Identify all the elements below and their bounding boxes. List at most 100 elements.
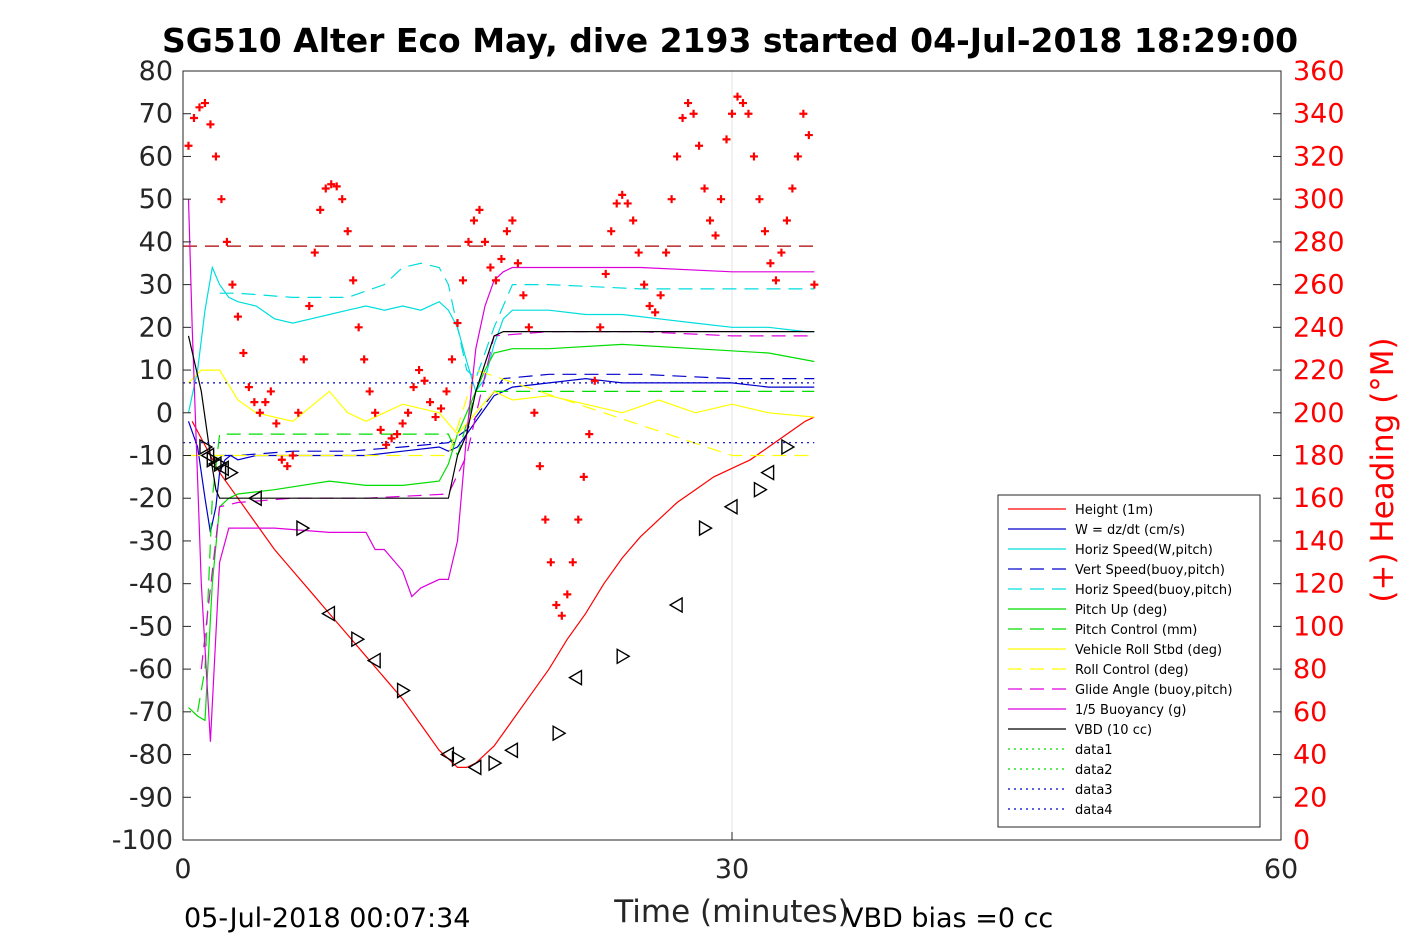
heading-point bbox=[535, 462, 544, 471]
dive-marker bbox=[552, 724, 567, 742]
heading-point bbox=[387, 434, 396, 443]
heading-point bbox=[711, 231, 720, 240]
heading-point bbox=[338, 195, 347, 204]
heading-point bbox=[393, 430, 402, 439]
dive-marker bbox=[698, 519, 713, 537]
series-line bbox=[200, 331, 815, 670]
heading-point bbox=[255, 408, 264, 417]
heading-point bbox=[233, 312, 242, 321]
heading-point bbox=[349, 276, 358, 285]
heading-point bbox=[239, 348, 248, 357]
heading-point bbox=[448, 355, 457, 364]
right-tick-label: 300 bbox=[1293, 184, 1345, 215]
dive-marker bbox=[467, 759, 482, 776]
left-tick-label: 70 bbox=[139, 99, 173, 130]
left-tick-label: -100 bbox=[112, 825, 173, 856]
dive-marker bbox=[723, 498, 738, 515]
dive-marker bbox=[247, 490, 262, 507]
right-axis-label: (+) Heading (°M) bbox=[1365, 337, 1401, 602]
left-tick-label: -20 bbox=[129, 483, 173, 514]
heading-point bbox=[404, 408, 413, 417]
heading-point bbox=[782, 216, 791, 225]
heading-point bbox=[612, 199, 621, 208]
legend-entry: data4 bbox=[1075, 803, 1113, 818]
heading-point bbox=[574, 515, 583, 524]
legend-entry: 1/5 Buoyancy (g) bbox=[1075, 703, 1186, 718]
heading-point bbox=[458, 276, 467, 285]
heading-point bbox=[184, 141, 193, 150]
heading-point bbox=[508, 216, 517, 225]
heading-point bbox=[266, 387, 275, 396]
heading-point bbox=[585, 430, 594, 439]
right-tick-label: 200 bbox=[1293, 398, 1345, 429]
heading-point bbox=[371, 408, 380, 417]
left-tick-label: 60 bbox=[139, 141, 173, 172]
heading-point bbox=[651, 308, 660, 317]
series-line bbox=[188, 369, 815, 457]
heading-point bbox=[321, 184, 330, 193]
footer-vbd-bias: VBD bias =0 cc bbox=[845, 903, 1053, 934]
heading-point bbox=[563, 590, 572, 599]
right-tick-label: 140 bbox=[1293, 526, 1345, 557]
right-tick-label: 100 bbox=[1293, 611, 1345, 642]
heading-point bbox=[288, 451, 297, 460]
right-tick-label: 220 bbox=[1293, 355, 1345, 386]
heading-point bbox=[244, 383, 253, 392]
heading-point bbox=[530, 408, 539, 417]
dive-marker bbox=[366, 652, 381, 669]
left-tick-label: -30 bbox=[129, 526, 173, 557]
dive-marker bbox=[451, 750, 466, 768]
series-line bbox=[197, 390, 815, 712]
series-line bbox=[187, 265, 815, 413]
heading-point bbox=[475, 205, 484, 214]
dive-marker bbox=[214, 460, 229, 477]
heading-point bbox=[766, 259, 775, 268]
heading-point bbox=[629, 216, 638, 225]
heading-point bbox=[365, 387, 374, 396]
right-tick-label: 80 bbox=[1293, 654, 1327, 685]
right-tick-label: 240 bbox=[1293, 312, 1345, 343]
heading-point bbox=[777, 248, 786, 257]
heading-point bbox=[376, 425, 385, 434]
heading-point bbox=[332, 182, 341, 191]
dive-marker bbox=[296, 519, 311, 537]
dive-marker bbox=[351, 630, 366, 648]
dive-marker bbox=[568, 669, 583, 686]
dive-marker bbox=[760, 464, 775, 481]
left-tick-label: 10 bbox=[139, 355, 173, 386]
legend-entry: data1 bbox=[1075, 743, 1113, 758]
heading-point bbox=[738, 99, 747, 108]
heading-point bbox=[618, 190, 627, 199]
dive-marker bbox=[781, 438, 796, 456]
heading-point bbox=[272, 419, 281, 428]
chart-title: SG510 Alter Eco May, dive 2193 started 0… bbox=[162, 21, 1298, 60]
heading-point bbox=[744, 109, 753, 118]
heading-point bbox=[601, 269, 610, 278]
legend-entry: Horiz Speed(W,pitch) bbox=[1075, 543, 1213, 558]
heading-point bbox=[640, 280, 649, 289]
heading-point bbox=[678, 113, 687, 122]
series-line bbox=[219, 262, 815, 380]
heading-point bbox=[596, 323, 605, 332]
heading-point bbox=[760, 227, 769, 236]
heading-point bbox=[398, 419, 407, 428]
heading-point bbox=[420, 376, 429, 385]
heading-point bbox=[695, 141, 704, 150]
heading-point bbox=[689, 109, 698, 118]
heading-point bbox=[283, 462, 292, 471]
legend-entry: Vehicle Roll Stbd (deg) bbox=[1075, 643, 1222, 658]
left-tick-label: -40 bbox=[129, 569, 173, 600]
heading-point bbox=[453, 319, 462, 328]
legend-box bbox=[997, 494, 1261, 828]
heading-point bbox=[442, 387, 451, 396]
left-tick-label: 50 bbox=[139, 184, 173, 215]
heading-point bbox=[464, 237, 473, 246]
legend-entry: Horiz Speed(buoy,pitch) bbox=[1075, 583, 1232, 598]
heading-point bbox=[343, 227, 352, 236]
left-tick-label: 20 bbox=[139, 312, 173, 343]
heading-point bbox=[788, 184, 797, 193]
x-tick-label: 60 bbox=[1264, 854, 1298, 885]
dive-marker bbox=[439, 746, 455, 763]
dive-marker bbox=[668, 596, 683, 614]
